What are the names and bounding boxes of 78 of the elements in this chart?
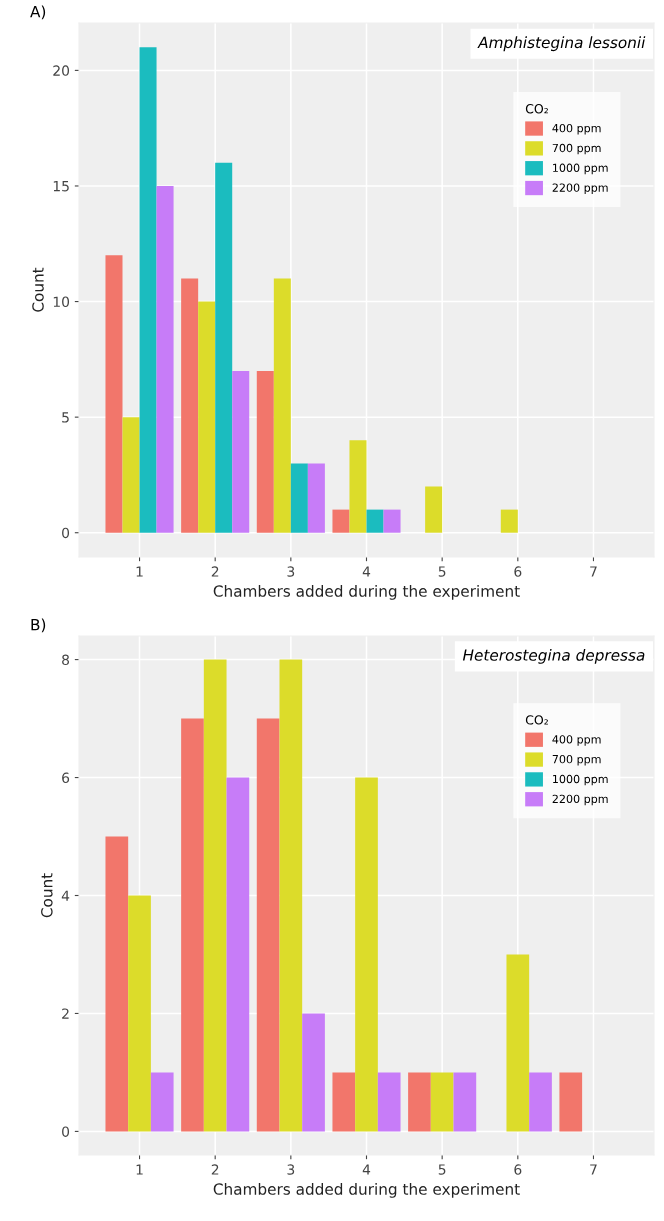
bar — [226, 777, 250, 1132]
legend-label: 1000 ppm — [553, 774, 608, 786]
annotation: Amphistegina lessonii — [477, 36, 646, 52]
bar — [425, 486, 443, 533]
y-tick-label: 20 — [53, 65, 70, 76]
y-tick-label: 15 — [53, 181, 69, 192]
legend-label: 700 ppm — [552, 754, 601, 766]
bar — [355, 777, 378, 1132]
bar — [256, 718, 280, 1132]
legend-label: 400 ppm — [552, 735, 601, 746]
bar — [156, 185, 174, 533]
legend-title: CO₂ — [525, 715, 548, 725]
x-axis-title: Chambers added during the experiment — [213, 585, 520, 600]
x-tick-label: 4 — [362, 566, 371, 577]
bar — [529, 1072, 552, 1132]
x-tick-label: 3 — [287, 1164, 295, 1175]
y-tick-label: 4 — [61, 890, 70, 901]
bar — [128, 895, 151, 1132]
bar — [453, 1072, 477, 1132]
bar — [273, 278, 291, 533]
x-tick-label: 1 — [136, 1164, 143, 1175]
x-tick-label: 3 — [287, 566, 295, 577]
bar — [279, 659, 303, 1132]
bar — [408, 1072, 431, 1132]
bar — [181, 278, 199, 533]
bar — [559, 1072, 583, 1132]
x-tick-label: 5 — [438, 566, 446, 577]
x-tick-label: 1 — [136, 566, 143, 577]
bar — [256, 370, 274, 533]
bar — [377, 1072, 401, 1132]
x-tick-label: 6 — [514, 566, 522, 577]
y-tick-label: 8 — [62, 654, 70, 666]
x-tick-label: 2 — [211, 566, 219, 577]
bar — [122, 417, 140, 533]
bar — [181, 718, 204, 1132]
bar — [203, 659, 227, 1132]
chart-title: B) — [31, 618, 46, 633]
y-axis-title: Count — [32, 267, 44, 312]
bar — [332, 509, 350, 533]
bar — [383, 509, 401, 533]
legend-label: 2200 ppm — [552, 794, 608, 806]
bar — [500, 509, 518, 533]
bar — [349, 440, 367, 533]
bar — [307, 463, 325, 533]
legend-label: 400 ppm — [552, 123, 601, 135]
bar — [430, 1072, 454, 1132]
legend-label: 700 ppm — [552, 143, 601, 155]
bar — [150, 1072, 174, 1132]
bar — [290, 463, 308, 533]
y-tick-label: 0 — [62, 1126, 70, 1137]
bar — [232, 370, 250, 533]
chart-title: A) — [30, 5, 46, 20]
bar — [215, 162, 233, 533]
bar — [506, 954, 530, 1132]
bar — [139, 47, 157, 533]
x-tick-label: 5 — [438, 1164, 446, 1175]
bar — [366, 509, 384, 533]
y-tick-label: 0 — [62, 527, 70, 539]
x-axis-title: Chambers added during the experiment — [213, 1183, 520, 1198]
annotation: Heterostegina depressa — [462, 648, 645, 664]
x-tick-label: 7 — [590, 1164, 597, 1175]
legend-title: CO₂ — [525, 103, 548, 114]
legend-label: 1000 ppm — [553, 163, 608, 175]
x-tick-label: 4 — [362, 1164, 371, 1175]
bar — [105, 836, 129, 1132]
bar — [198, 301, 216, 533]
x-tick-label: 2 — [211, 1164, 219, 1175]
y-axis-title: Count — [41, 873, 53, 918]
x-tick-label: 6 — [514, 1164, 522, 1175]
y-tick-label: 2 — [62, 1008, 69, 1019]
bar — [302, 1013, 325, 1132]
y-tick-label: 10 — [53, 296, 70, 308]
bar — [332, 1072, 356, 1132]
y-tick-label: 5 — [62, 412, 69, 423]
legend-label: 2200 ppm — [552, 183, 608, 194]
bar — [105, 255, 123, 533]
y-tick-label: 6 — [62, 772, 70, 784]
x-tick-label: 7 — [590, 566, 597, 577]
